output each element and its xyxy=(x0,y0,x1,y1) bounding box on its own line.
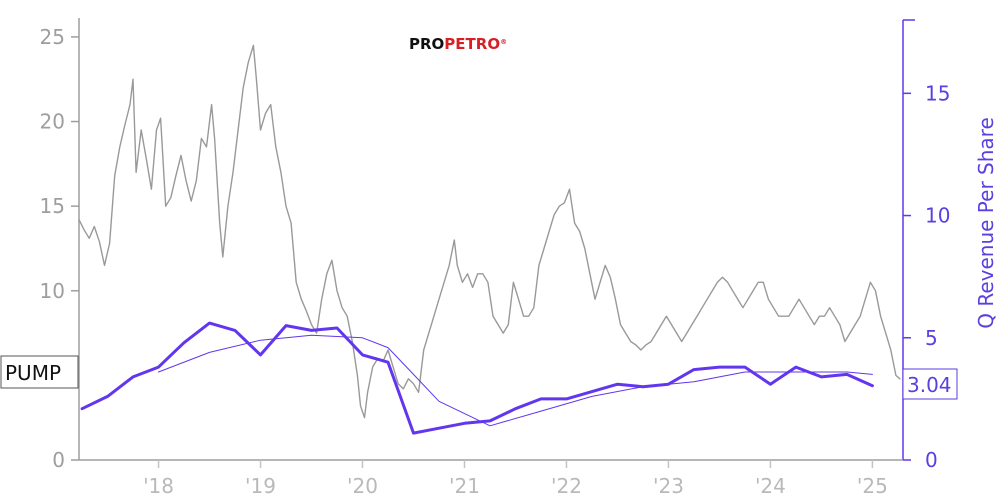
ticker-box: PUMP xyxy=(0,355,79,389)
logo-registered-mark: ® xyxy=(500,38,507,46)
revenue-average-line xyxy=(158,334,873,427)
x-axis: '18 '19 '20 '21 '22 '23 '24 '25 xyxy=(79,459,903,498)
company-logo: PROPETRO® xyxy=(409,35,507,53)
left-tick-label: 20 xyxy=(40,110,65,134)
last-value-label: 3.04 xyxy=(907,373,952,397)
right-axis-label: Q Revenue Per Share xyxy=(974,117,998,329)
last-value-box: 3.04 xyxy=(902,368,958,400)
svg-text:PROPETRO®: PROPETRO® xyxy=(409,35,507,53)
x-tick-label: '21 xyxy=(449,474,480,498)
x-tick-label: '18 xyxy=(143,474,174,498)
logo-text-part2: PETRO xyxy=(444,35,500,53)
logo-text-part1: PRO xyxy=(409,35,444,53)
left-tick-label: 15 xyxy=(40,194,65,218)
price-line xyxy=(78,44,901,419)
right-tick-label: 15 xyxy=(925,81,950,105)
left-tick-label: 10 xyxy=(40,279,65,303)
left-tick-label: 0 xyxy=(52,448,65,472)
x-tick-label: '24 xyxy=(755,474,786,498)
left-tick-label: 25 xyxy=(40,25,65,49)
x-tick-label: '19 xyxy=(245,474,276,498)
x-tick-label: '25 xyxy=(857,474,888,498)
right-tick-label: 5 xyxy=(925,326,938,350)
right-axis: 0 5 10 15 xyxy=(902,19,950,472)
left-axis: 0510152025 xyxy=(40,18,80,472)
right-tick-label: 10 xyxy=(925,204,950,228)
x-tick-label: '22 xyxy=(551,474,582,498)
x-tick-label: '20 xyxy=(347,474,378,498)
x-tick-label: '23 xyxy=(653,474,684,498)
ticker-label: PUMP xyxy=(5,361,61,385)
right-tick-label: 0 xyxy=(925,448,938,472)
plot-area xyxy=(78,44,901,435)
revenue-per-share-line xyxy=(80,321,874,435)
